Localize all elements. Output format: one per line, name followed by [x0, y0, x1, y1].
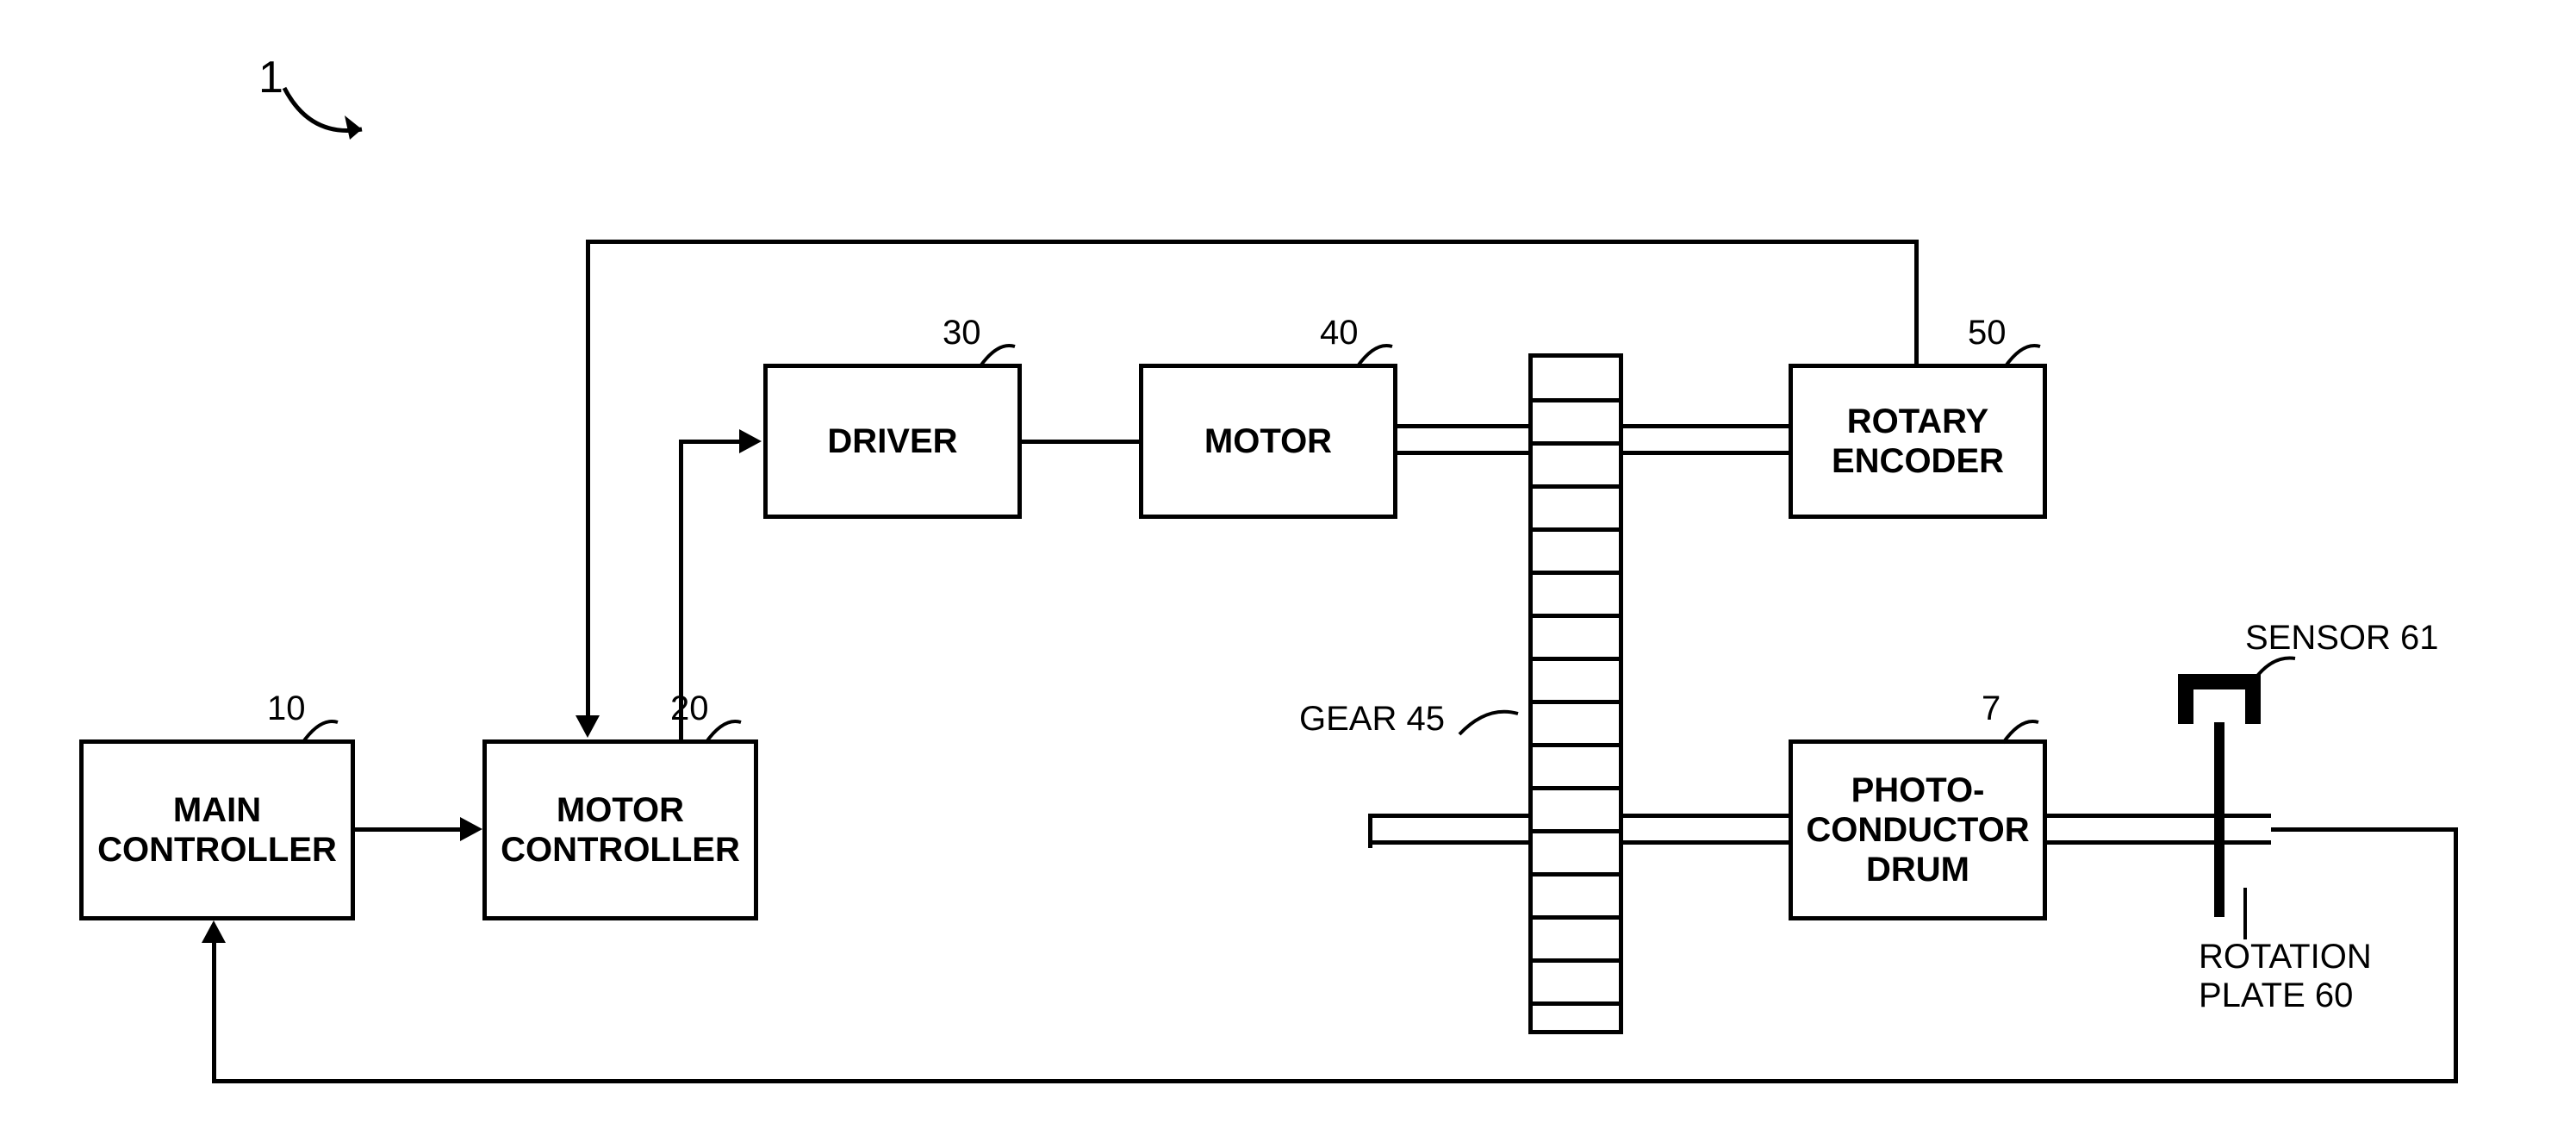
rotation-plate-label: ROTATION PLATE 60 [2199, 938, 2372, 1015]
feedback-bottom-up [212, 943, 216, 1082]
shaft-bottom-left-stub [1370, 814, 1528, 845]
shaft-drum-to-plate [2047, 814, 2271, 845]
ref-arc-50-icon [2002, 338, 2045, 372]
motor-label: MOTOR [1204, 421, 1332, 461]
ref-arc-40-icon [1354, 338, 1397, 372]
ref-arc-20-icon [703, 714, 746, 748]
edge-main-to-motor [355, 827, 465, 832]
arrow-main-to-motor-icon [460, 817, 482, 841]
motor-controller-block: MOTOR CONTROLLER [482, 739, 758, 920]
feedback-bottom-across [212, 1079, 2458, 1083]
arrow-motorctrl-to-driver-icon [739, 429, 762, 453]
photo-conductor-drum-label: PHOTO- CONDUCTOR DRUM [1806, 771, 2029, 889]
feedback-top-down [586, 240, 590, 719]
motor-block: MOTOR [1139, 364, 1397, 519]
rotary-encoder-label: ROTARY ENCODER [1832, 402, 2004, 481]
shaft-gear-to-drum [1623, 814, 1789, 845]
ref-arc-7-icon [2000, 714, 2044, 748]
arrow-feedback-bottom-icon [202, 920, 226, 943]
motor-ref: 40 [1320, 314, 1359, 353]
ref-arc-30-icon [977, 338, 1020, 372]
rotation-plate-leader-line [2243, 888, 2247, 939]
rotary-encoder-block: ROTARY ENCODER [1789, 364, 2047, 519]
gear-label: GEAR 45 [1299, 700, 1445, 739]
feedback-bottom-r1 [2271, 827, 2457, 832]
photo-conductor-drum-block: PHOTO- CONDUCTOR DRUM [1789, 739, 2047, 920]
rotation-plate [2214, 722, 2224, 917]
diagram-canvas: 1 MAIN CONTROLLER 10 MOTOR CONTROLLER 20… [0, 0, 2576, 1148]
driver-block: DRIVER [763, 364, 1022, 519]
sensor-leader-icon [2250, 652, 2302, 686]
driver-label: DRIVER [827, 421, 957, 461]
ref-arc-10-icon [300, 714, 343, 748]
edge-motorctrl-up [679, 440, 683, 739]
motor-controller-label: MOTOR CONTROLLER [501, 790, 740, 870]
ref-arc-gear-icon [1456, 703, 1525, 743]
shaft-bottom-left-cap [1368, 814, 1372, 848]
feedback-top-up [1914, 240, 1919, 364]
main-controller-label: MAIN CONTROLLER [97, 790, 337, 870]
main-controller-block: MAIN CONTROLLER [79, 739, 355, 920]
photo-conductor-drum-ref: 7 [1982, 689, 2000, 728]
system-ref-arrow-icon [276, 78, 396, 155]
feedback-top-across [586, 240, 1919, 244]
edge-driver-to-motor [1022, 440, 1139, 444]
edge-motorctrl-to-driver [679, 440, 743, 444]
shaft-gear-to-encoder [1623, 424, 1789, 455]
sensor [2178, 674, 2261, 724]
arrow-feedback-top-icon [576, 715, 600, 738]
rotary-encoder-ref: 50 [1968, 314, 2007, 353]
shaft-motor-to-gear [1397, 424, 1528, 455]
driver-ref: 30 [943, 314, 981, 353]
feedback-bottom-down [2454, 827, 2458, 1082]
gear [1528, 353, 1623, 1034]
